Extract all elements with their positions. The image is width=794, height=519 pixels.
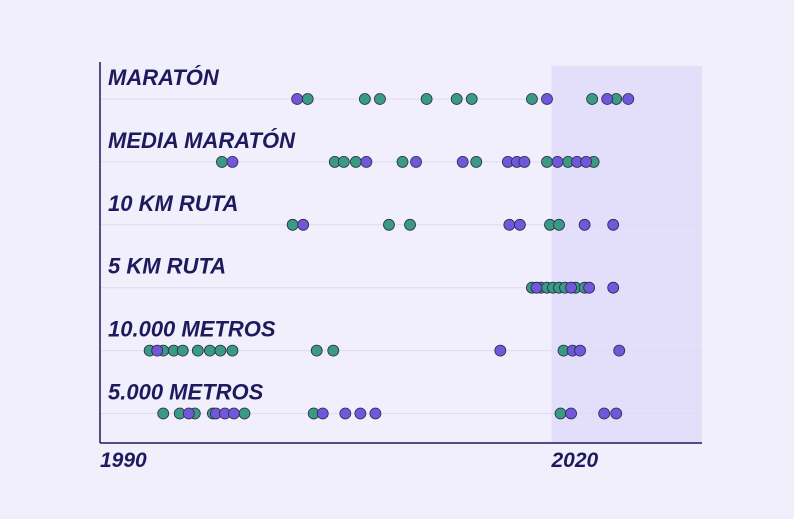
dot — [598, 407, 611, 420]
dot — [176, 344, 189, 357]
dot — [518, 155, 531, 168]
dot — [553, 218, 565, 231]
row-label: MEDIA MARATÓN — [108, 128, 296, 153]
dot — [369, 407, 382, 420]
dot — [216, 155, 228, 168]
highlight-band — [551, 66, 702, 443]
dot — [191, 344, 204, 357]
dot — [530, 281, 543, 294]
dot — [513, 218, 526, 231]
dot — [465, 93, 478, 105]
dot — [565, 407, 577, 420]
x-tick-label: 1990 — [100, 449, 147, 472]
dot — [470, 155, 483, 168]
row-label: 10 KM RUTA — [108, 191, 238, 216]
dot — [291, 93, 304, 105]
dot — [360, 155, 373, 168]
dot — [607, 281, 620, 294]
dot — [574, 344, 586, 357]
dot — [450, 93, 463, 105]
row-label: 5.000 METROS — [108, 380, 264, 405]
dot — [310, 344, 323, 357]
dot — [601, 93, 614, 105]
dot — [622, 93, 635, 105]
dot — [565, 281, 577, 294]
dot — [226, 344, 239, 357]
dot — [607, 218, 620, 231]
dot — [554, 407, 567, 420]
dot — [583, 281, 596, 294]
dot — [214, 344, 227, 357]
dot — [494, 344, 507, 357]
dot — [526, 93, 538, 105]
dot — [182, 407, 195, 420]
dot — [610, 407, 623, 420]
dot — [410, 155, 422, 168]
dot — [226, 155, 239, 168]
dot — [383, 218, 395, 231]
dot — [339, 407, 352, 420]
dot — [349, 155, 362, 168]
dot — [541, 155, 553, 168]
dot — [404, 218, 416, 231]
dot — [456, 155, 469, 168]
row-label: 5 KM RUTA — [108, 254, 226, 279]
dot — [374, 93, 386, 105]
dot — [580, 155, 593, 168]
dot — [301, 93, 314, 105]
dot — [151, 344, 164, 357]
dot — [337, 155, 350, 168]
dot — [203, 344, 216, 357]
dot — [551, 155, 564, 168]
dot — [238, 407, 251, 420]
dot — [578, 218, 591, 231]
dot — [316, 407, 329, 420]
dot — [358, 93, 371, 105]
dot — [503, 218, 516, 231]
dot — [297, 218, 310, 231]
dot — [420, 93, 433, 105]
dot — [613, 344, 626, 357]
dot — [541, 93, 553, 105]
row-label: 10.000 METROS — [108, 317, 276, 342]
dot — [286, 218, 299, 231]
row-label: MARATÓN — [108, 65, 220, 90]
x-tick-label: 2020 — [551, 449, 599, 472]
dot — [228, 407, 240, 420]
dot — [396, 155, 409, 168]
dot — [354, 407, 367, 420]
dot — [586, 93, 599, 105]
dot — [327, 344, 340, 357]
dot — [157, 407, 170, 420]
